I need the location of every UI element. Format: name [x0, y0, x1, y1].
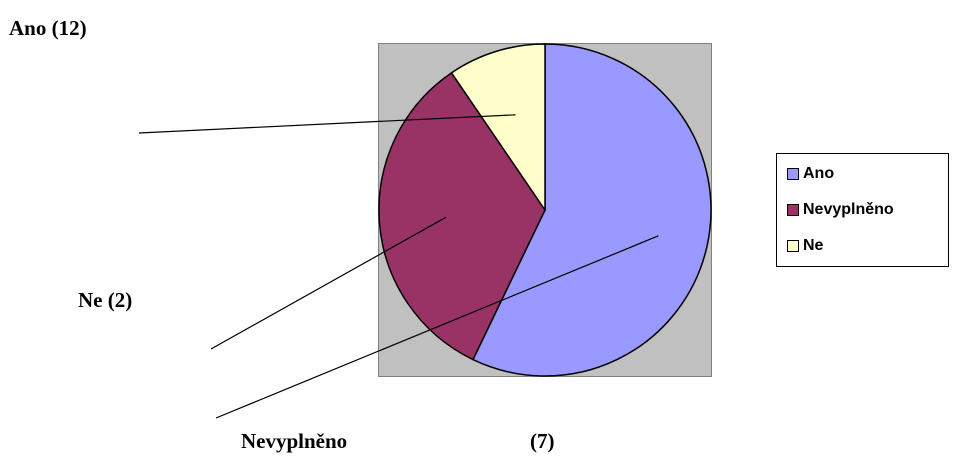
legend-item-ne: Ne — [787, 234, 823, 258]
legend-swatch-ne — [787, 240, 799, 252]
legend-label-ano: Ano — [803, 165, 835, 182]
data-label-nevyplneno-value: (7) — [530, 429, 555, 453]
pie-slice-ano — [472, 43, 712, 377]
legend-label-ne: Ne — [803, 237, 824, 254]
leader-line-nevyplneno — [210, 216, 446, 350]
leader-line-ne — [138, 114, 516, 134]
data-label-nevyplneno-name: Nevyplněno — [241, 429, 348, 453]
legend-swatch-ano — [787, 168, 799, 180]
chart-legend: Ano Nevyplněno Ne — [776, 153, 949, 267]
data-label-ne: Ne (2) — [78, 288, 133, 312]
legend-item-nevyplneno: Nevyplněno — [787, 198, 894, 222]
pie-slice-nevyplneno — [378, 72, 546, 361]
leader-line-ano — [215, 235, 659, 419]
pie-slice-ne — [450, 43, 546, 211]
legend-item-ano: Ano — [787, 162, 834, 186]
legend-label-nevyplneno: Nevyplněno — [803, 201, 894, 218]
legend-swatch-nevyplneno — [787, 204, 799, 216]
data-label-ano: Ano (12) — [9, 16, 87, 40]
